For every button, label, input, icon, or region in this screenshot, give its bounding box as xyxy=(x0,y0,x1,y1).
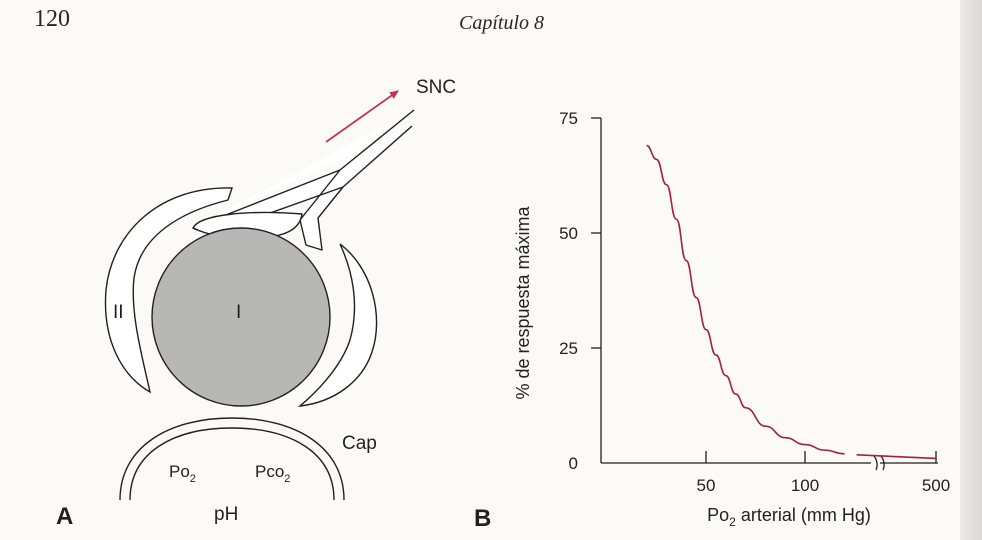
x-tick-label: 100 xyxy=(791,476,819,495)
right-cell-fragment xyxy=(297,243,378,407)
page-number: 120 xyxy=(34,6,70,32)
y-tick-label: 0 xyxy=(569,454,578,473)
sustentacular-cell-ii xyxy=(104,187,233,394)
cell-i-label: I xyxy=(236,302,241,323)
x-axis-label: Po2 arterial (mm Hg) xyxy=(707,505,871,529)
snc-label: SNC xyxy=(416,77,456,98)
page-edge xyxy=(960,0,982,540)
pco2-label: Pco2 xyxy=(255,462,290,485)
y-tick-label: 75 xyxy=(559,109,578,128)
panel-a-label: A xyxy=(56,503,73,530)
x-tick-label: 50 xyxy=(697,476,716,495)
chapter-title: Capítulo 8 xyxy=(459,12,545,34)
y-axis-label: % de respuesta máxima xyxy=(513,205,533,399)
response-chart: B % de respuesta máxima Po2 arterial (mm… xyxy=(474,109,950,532)
ph-label: pH xyxy=(214,504,238,525)
snc-arrow xyxy=(325,90,399,143)
po2-label: Po2 xyxy=(169,462,196,485)
cap-label: Cap xyxy=(342,433,377,454)
response-curve-tail xyxy=(856,454,937,460)
x-tick-label: 500 xyxy=(922,476,950,495)
cell-ii-label: II xyxy=(113,302,124,323)
axis-ticks: 0 25 50 75 50 100 500 xyxy=(559,109,950,495)
response-curve xyxy=(646,144,845,455)
series-group xyxy=(646,144,937,460)
y-tick-label: 50 xyxy=(559,224,578,243)
carotid-body-diagram: SNC I II Cap Po2 Pco2 pH A xyxy=(56,77,456,530)
y-tick-label: 25 xyxy=(559,339,578,358)
glomus-cell-i xyxy=(151,227,331,407)
capillary-wall xyxy=(119,417,345,501)
panel-b-label: B xyxy=(474,505,491,532)
